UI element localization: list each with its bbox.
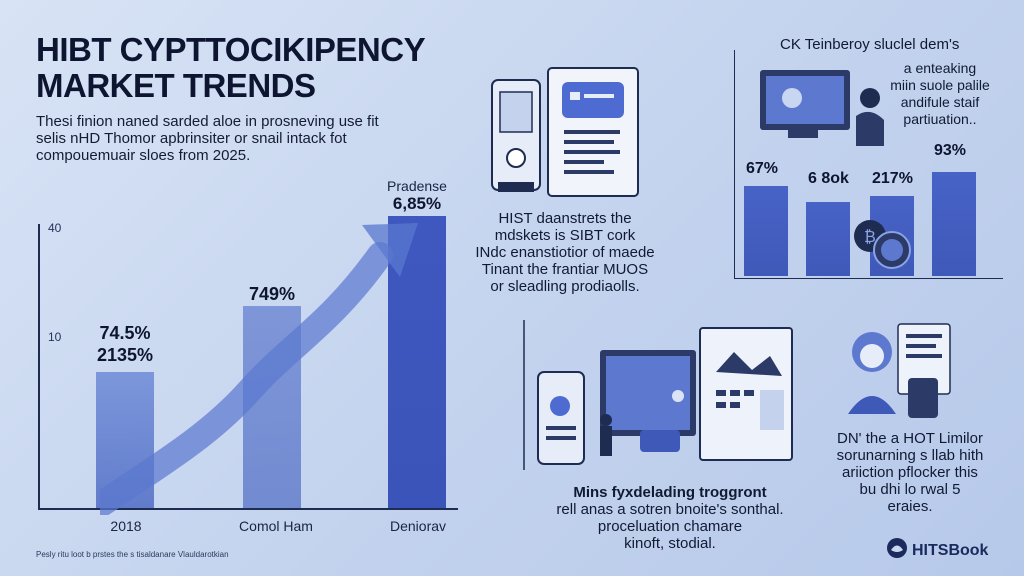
tablet-illustration bbox=[486, 62, 646, 202]
bar-label-deniorav-line2: 6,85% bbox=[392, 194, 442, 213]
bottom-right-line-1: DN' the a HOT Limilor bbox=[837, 430, 983, 447]
brand-logo: HITSBook bbox=[886, 537, 988, 564]
svg-text:₿: ₿ bbox=[864, 227, 876, 246]
bottom-center-line-4: kinoft, stodial. bbox=[624, 535, 716, 552]
y-tick-40: 40 bbox=[48, 221, 62, 235]
stat-bar-2 bbox=[806, 202, 850, 276]
main-bar-chart: 40 10 74.5% 2135% 749% Pradense 6,85% 20… bbox=[0, 0, 470, 540]
bottom-center-description: Mins fyxdelading troggront rell anas a s… bbox=[520, 484, 820, 552]
monitor-person-illustration bbox=[760, 70, 884, 146]
workstation-graphic bbox=[523, 320, 793, 470]
note-line-4: partiuation.. bbox=[903, 111, 977, 127]
logo-text: HITSBook bbox=[912, 541, 989, 559]
bottom-right-line-5: eraies. bbox=[887, 498, 933, 515]
bar-label-2018-line1: 74.5% bbox=[99, 323, 151, 343]
page-subtitle: Thesi finion naned sarded aloe in prosne… bbox=[36, 113, 379, 164]
center-line-1: HIST daanstrets the bbox=[498, 210, 632, 227]
bottom-right-line-3: ariiction pflocker this bbox=[842, 464, 978, 481]
y-axis bbox=[38, 224, 40, 510]
tablet-graphic bbox=[491, 67, 639, 197]
footer-note: Pesly ritu loot b prstes the s tisaldana… bbox=[36, 550, 229, 559]
center-line-2: mdskets is SIBT cork bbox=[494, 227, 636, 244]
bottom-center-illustration bbox=[520, 320, 800, 480]
center-line-4: Tinant the frantiar MUOS bbox=[481, 261, 649, 278]
bottom-right-line-4: bu dhi lo rwal 5 bbox=[859, 481, 961, 498]
bottom-right-illustration bbox=[838, 318, 958, 428]
center-line-5: or sleadling prodiaolls. bbox=[490, 278, 640, 295]
center-description: HIST daanstrets the mdskets is SIBT cork… bbox=[470, 210, 660, 295]
coin-icon: ₿ bbox=[854, 220, 911, 269]
stat-bar-1 bbox=[744, 186, 788, 276]
stat-label-2: 6 8ok bbox=[808, 170, 849, 187]
bottom-right-description: DN' the a HOT Limilor sorunarning s llab… bbox=[820, 430, 1000, 515]
bar-label-comol-ham: 749% bbox=[248, 284, 296, 304]
note-line-1: a enteaking bbox=[903, 60, 977, 76]
x-category-deniorav: Deniorav bbox=[389, 518, 447, 534]
page-title: HIBT CYPTTOCIKIPENCY MARKET TRENDS bbox=[36, 32, 476, 104]
x-category-2018: 2018 bbox=[110, 518, 142, 534]
right-panel: CK Teinberoy sluclel dem's a enteaking m… bbox=[730, 30, 1010, 279]
bar-label-2018-line2: 2135% bbox=[96, 345, 154, 365]
right-panel-frame bbox=[734, 50, 1003, 279]
x-axis bbox=[38, 508, 458, 510]
stat-bar-4 bbox=[932, 172, 976, 276]
bar-label-deniorav-line1: Pradense bbox=[387, 178, 447, 194]
right-panel-heading: CK Teinberoy sluclel dem's bbox=[780, 36, 960, 53]
bottom-center-line-3: proceluation chamare bbox=[597, 518, 743, 535]
stat-label-4: 93% bbox=[934, 142, 967, 159]
bar-label-2018: 74.5% 2135% bbox=[90, 322, 160, 366]
lotus-icon bbox=[886, 537, 908, 564]
trend-arrow bbox=[100, 223, 418, 515]
y-tick-10: 10 bbox=[48, 330, 62, 344]
title-line-2: MARKET TRENDS bbox=[36, 67, 316, 104]
bar-label-deniorav: Pradense 6,85% bbox=[378, 178, 456, 214]
bottom-center-bold: Mins fyxdelading troggront bbox=[573, 484, 767, 501]
bottom-center-line-2: rell anas a sotren bnoite's sonthal. bbox=[556, 501, 784, 518]
note-line-3: andifule staif bbox=[900, 94, 980, 110]
note-line-2: miin suole palile bbox=[890, 77, 990, 93]
center-line-3: INdc enanstiotior of maede bbox=[475, 244, 655, 261]
person-documents-graphic bbox=[848, 323, 951, 418]
right-panel-note: a enteaking miin suole palile andifule s… bbox=[880, 60, 1000, 128]
x-category-comol-ham: Comol Ham bbox=[239, 518, 313, 534]
stat-label-1: 67% bbox=[746, 160, 779, 177]
title-line-1: HIBT CYPTTOCIKIPENCY bbox=[36, 31, 426, 68]
stat-label-3: 217% bbox=[872, 170, 913, 187]
bottom-right-line-2: sorunarning s llab hith bbox=[836, 447, 984, 464]
